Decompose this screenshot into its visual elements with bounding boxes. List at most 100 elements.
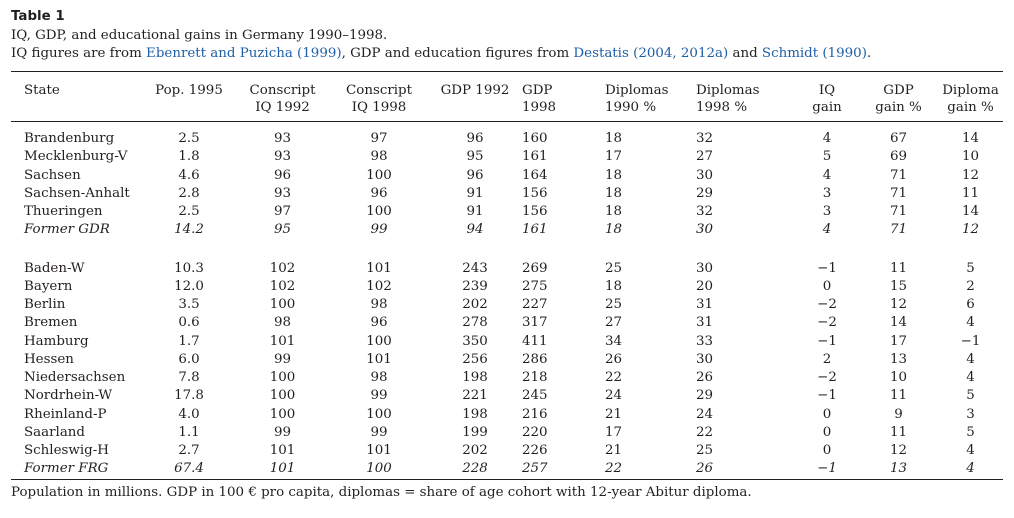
- cell-gdp-gain: 71: [889, 167, 908, 183]
- cell-diplomas-1998: 30: [696, 351, 714, 367]
- cell-gdp-gain: 11: [889, 260, 908, 276]
- cell-diploma-gain: 4: [966, 315, 975, 331]
- table-row: Niedersachsen 7.8 100 98 198 218 22 26 −2 10 4: [11, 369, 1003, 387]
- cell-iq-gain: −2: [817, 370, 837, 385]
- cell-diplomas-1998: 26: [696, 370, 714, 385]
- cell-gdp-1992: 96: [466, 167, 484, 183]
- cell-gdp-gain: 11: [889, 388, 908, 404]
- citation-link-destatis[interactable]: Destatis (2004, 2012a): [573, 46, 729, 61]
- cell-diplomas-1998: 26: [696, 461, 714, 477]
- cell-pop-1995: 1.7: [178, 333, 200, 349]
- table-row: Bremen 0.6 98 96 278 317 27 31 −2 14 4: [11, 314, 1003, 332]
- cell-conscript-iq-1998: 98: [370, 149, 388, 165]
- cell-state: Baden-W: [24, 260, 85, 276]
- cell-gdp-1998: 161: [522, 222, 548, 238]
- table-sources: IQ figures are from Ebenrett and Puzicha…: [11, 45, 871, 64]
- cell-diploma-gain: 14: [961, 131, 980, 146]
- cell-conscript-iq-1998: 99: [370, 424, 388, 440]
- cell-gdp-1992: 202: [462, 297, 488, 312]
- cell-diplomas-1998: 20: [696, 278, 714, 294]
- cell-gdp-1992: 199: [462, 424, 488, 440]
- cell-diplomas-1990: 25: [605, 260, 623, 276]
- cell-iq-gain: −1: [817, 461, 837, 477]
- table-row: Berlin 3.5 100 98 202 227 25 31 −2 12 6: [11, 296, 1003, 314]
- cell-state: Mecklenburg-V: [24, 149, 128, 165]
- cell-iq-gain: −1: [817, 388, 837, 404]
- cell-diplomas-1990: 22: [605, 461, 623, 477]
- cell-diplomas-1990: 18: [605, 222, 623, 238]
- table-row: Baden-W 10.3 102 101 243 269 25 30 −1 11 5: [11, 260, 1003, 278]
- cell-gdp-1992: 95: [466, 149, 484, 165]
- cell-conscript-iq-1998: 96: [370, 185, 388, 201]
- table-row: Thueringen 2.5 97 100 91 156 18 32 3 71 14: [11, 203, 1003, 221]
- cell-gdp-1998: 218: [522, 370, 548, 385]
- cell-gdp-gain: 17: [889, 333, 908, 349]
- cell-diploma-gain: 4: [966, 443, 975, 458]
- group-spacer: [11, 240, 1003, 260]
- header-gdp-gain: GDP gain %: [875, 83, 922, 115]
- cell-gdp-gain: 13: [889, 351, 908, 367]
- cell-gdp-gain: 12: [889, 443, 908, 458]
- cell-diploma-gain: 3: [966, 406, 975, 422]
- cell-pop-1995: 2.7: [178, 443, 200, 458]
- header-gdp-1992: GDP 1992: [440, 83, 510, 98]
- cell-diploma-gain: 2: [966, 278, 975, 294]
- cell-conscript-iq-1998: 101: [366, 260, 392, 276]
- cell-gdp-1998: 411: [522, 333, 548, 349]
- cell-gdp-1992: 221: [462, 388, 488, 404]
- cell-pop-1995: 1.1: [178, 424, 200, 440]
- cell-conscript-iq-1992: 93: [273, 131, 292, 146]
- cell-gdp-1992: 94: [466, 222, 484, 238]
- cell-iq-gain: −1: [817, 333, 837, 349]
- data-table: State Pop. 1995 Conscript IQ 1992 Conscri…: [11, 76, 1003, 479]
- header-row: State Pop. 1995 Conscript IQ 1992 Conscri…: [11, 76, 1003, 124]
- cell-gdp-gain: 12: [889, 297, 908, 312]
- cell-gdp-1992: 202: [462, 443, 488, 458]
- cell-conscript-iq-1998: 96: [370, 315, 388, 331]
- cell-gdp-1992: 198: [462, 370, 488, 385]
- cell-diplomas-1998: 31: [696, 315, 714, 331]
- cell-gdp-1998: 227: [522, 297, 548, 312]
- cell-diplomas-1998: 31: [696, 297, 714, 312]
- cell-conscript-iq-1998: 101: [366, 351, 392, 367]
- cell-diplomas-1990: 34: [605, 333, 623, 349]
- cell-gdp-1998: 164: [522, 167, 548, 183]
- sources-suffix: .: [866, 46, 872, 61]
- cell-gdp-gain: 9: [894, 406, 903, 422]
- cell-gdp-gain: 71: [889, 185, 908, 201]
- cell-conscript-iq-1998: 98: [370, 297, 388, 312]
- cell-state: Berlin: [24, 297, 66, 312]
- cell-gdp-1992: 278: [462, 315, 488, 331]
- cell-diplomas-1990: 18: [605, 204, 623, 219]
- cell-pop-1995: 3.5: [178, 297, 200, 312]
- cell-gdp-1998: 160: [522, 131, 548, 146]
- cell-conscript-iq-1992: 100: [269, 370, 296, 385]
- header-diploma-gain: Diploma gain %: [942, 83, 999, 115]
- table-body: Brandenburg 2.5 93 97 96 160 18 32 4 67 14 Mecklenb…: [11, 124, 1003, 479]
- citation-link-schmidt[interactable]: Schmidt (1990): [761, 46, 867, 61]
- citation-link-ebenrett[interactable]: Ebenrett and Puzicha (1999): [146, 46, 342, 61]
- cell-diploma-gain: 10: [961, 149, 980, 165]
- cell-conscript-iq-1998: 100: [366, 333, 392, 349]
- cell-iq-gain: 0: [822, 424, 832, 440]
- cell-iq-gain: −2: [817, 315, 837, 331]
- cell-diplomas-1998: 29: [696, 185, 714, 201]
- cell-pop-1995: 0.6: [178, 315, 200, 331]
- cell-diplomas-1998: 25: [696, 443, 714, 458]
- sources-mid: , GDP and education figures from: [341, 46, 574, 61]
- cell-pop-1995: 14.2: [174, 222, 204, 238]
- table-caption: Table 1 IQ, GDP, and educational gains i…: [11, 8, 871, 64]
- cell-conscript-iq-1992: 102: [269, 278, 296, 294]
- cell-diploma-gain: 5: [966, 388, 975, 404]
- cell-diplomas-1998: 33: [696, 333, 714, 349]
- cell-conscript-iq-1992: 101: [269, 461, 296, 477]
- header-rule: [11, 121, 1003, 122]
- cell-diplomas-1990: 18: [605, 167, 623, 183]
- cell-gdp-gain: 15: [889, 278, 908, 294]
- header-diplomas-1990: Diplomas 1990 %: [605, 83, 669, 115]
- cell-conscript-iq-1992: 100: [269, 297, 296, 312]
- cell-diplomas-1990: 18: [605, 131, 623, 146]
- cell-iq-gain: 3: [822, 204, 832, 219]
- cell-gdp-1992: 228: [462, 461, 488, 477]
- cell-state: Niedersachsen: [24, 370, 126, 385]
